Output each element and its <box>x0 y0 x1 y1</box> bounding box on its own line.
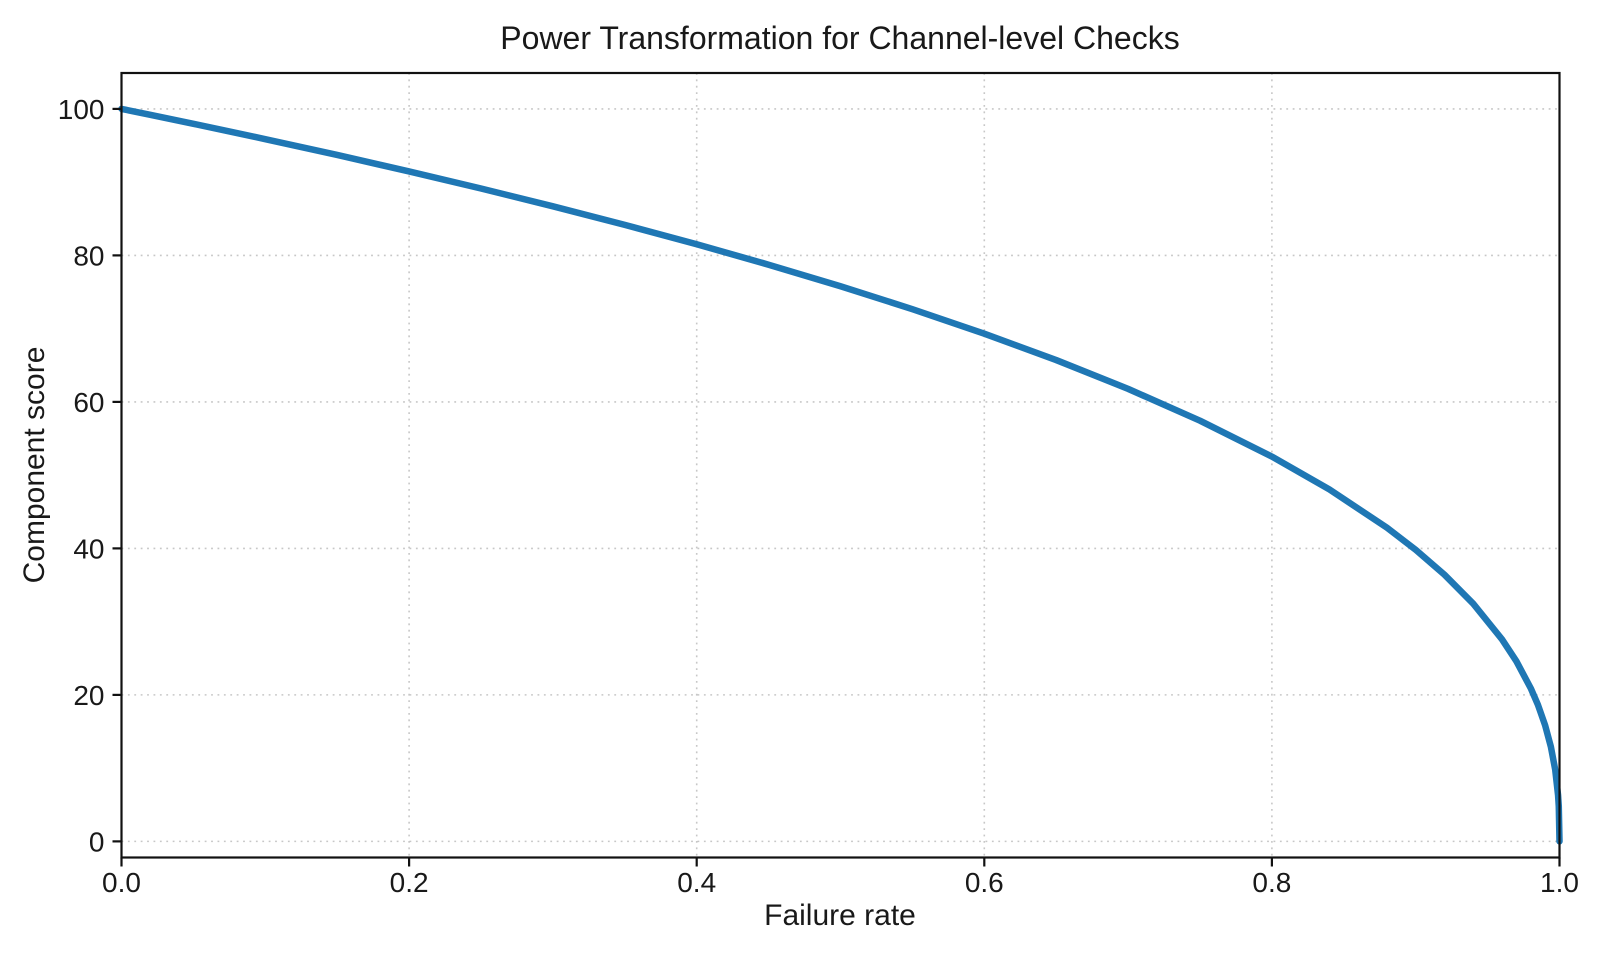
y-tick-label: 40 <box>73 533 104 564</box>
y-tick-label: 20 <box>73 680 104 711</box>
x-tick-label: 1.0 <box>1540 867 1579 898</box>
chart-title: Power Transformation for Channel-level C… <box>500 20 1179 56</box>
x-tick-label: 0.0 <box>102 867 141 898</box>
x-axis-label: Failure rate <box>764 899 916 932</box>
x-tick-label: 0.4 <box>677 867 716 898</box>
x-tick-label: 0.8 <box>1252 867 1291 898</box>
series-layer <box>118 105 1563 845</box>
axis-ticks <box>112 107 1561 867</box>
x-tick-label: 0.2 <box>390 867 429 898</box>
tick-labels: 0.0 0.2 0.4 0.6 0.8 1.0 0 20 40 60 80 100 <box>58 94 1579 898</box>
gridlines <box>120 73 1561 858</box>
y-tick-label: 0 <box>89 826 105 857</box>
x-tick-label: 0.6 <box>965 867 1004 898</box>
y-axis-label: Component score <box>18 347 51 584</box>
y-tick-label: 100 <box>58 94 105 125</box>
y-tick-label: 60 <box>73 387 104 418</box>
plot-border <box>120 71 1561 859</box>
series-curve-component_score <box>118 105 1563 845</box>
y-tick-label: 80 <box>73 240 104 271</box>
